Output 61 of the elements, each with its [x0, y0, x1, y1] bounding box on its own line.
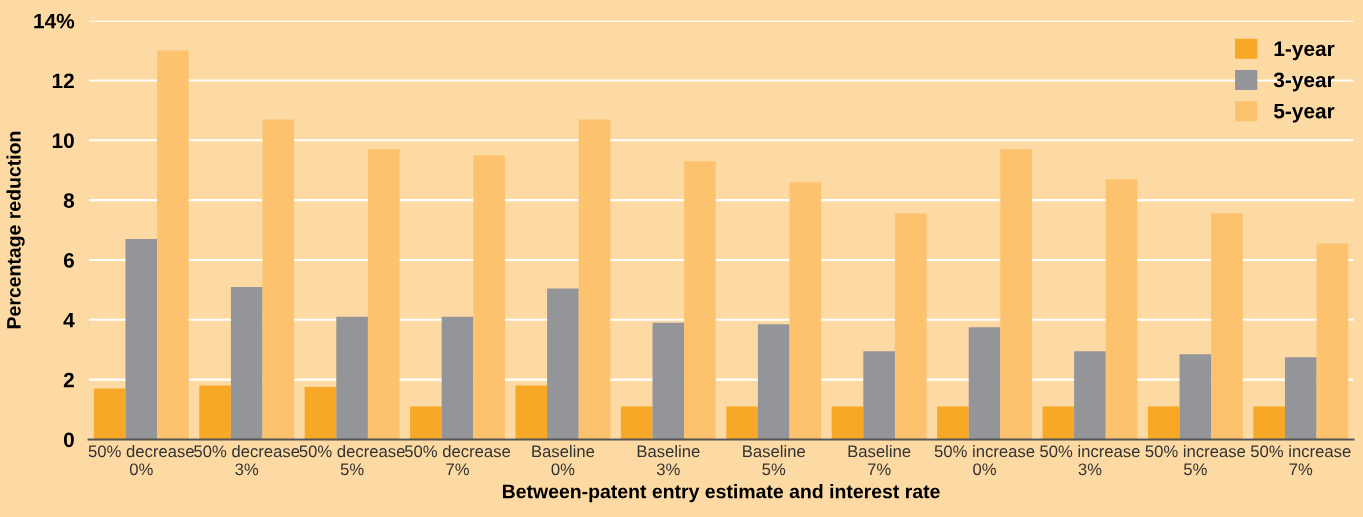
y-tick-label: 2: [63, 372, 74, 388]
bar: [1042, 406, 1075, 440]
x-tick-label: 50% decrease 3%: [194, 445, 300, 476]
bar: [831, 406, 864, 440]
x-tick-label: Baseline 0%: [532, 445, 595, 476]
bar: [1284, 357, 1317, 440]
x-tick-label: 50% decrease 5%: [299, 445, 405, 476]
bar: [863, 351, 895, 440]
bar: [157, 50, 189, 440]
bar: [1105, 179, 1138, 440]
bar: [789, 182, 822, 440]
bar: [262, 119, 295, 440]
bar: [1316, 243, 1349, 440]
bar: [336, 316, 368, 440]
x-tick-label: Baseline 5%: [743, 445, 805, 476]
x-tick-label: 50% decrease 7%: [404, 445, 511, 476]
bar: [652, 322, 685, 440]
y-axis-title: Percentage reduction: [6, 131, 25, 329]
y-tick-label: 6: [63, 252, 74, 268]
x-tick-label: 50% increase 5%: [1145, 445, 1246, 476]
bar: [547, 288, 579, 440]
bar: [441, 316, 474, 440]
y-tick-label: 4: [63, 313, 75, 328]
bar: [1147, 406, 1180, 440]
legend-label: 1-year: [1274, 41, 1335, 61]
bar: [1211, 213, 1243, 440]
bar: [578, 119, 611, 440]
y-tick-label: 12: [52, 73, 74, 89]
bar: [894, 213, 927, 440]
x-tick-label: 50% increase 3%: [1040, 445, 1140, 476]
x-tick-label: Baseline 3%: [637, 445, 700, 476]
bar: [230, 286, 263, 440]
bar: [1179, 354, 1212, 440]
bar: [1253, 406, 1285, 440]
bar: [620, 406, 653, 440]
bar: [1000, 149, 1032, 440]
bar: [726, 406, 758, 440]
bar: [93, 388, 126, 440]
x-tick-label: 50% increase 0%: [934, 445, 1035, 476]
x-tick-label: 50% decrease 0%: [88, 445, 194, 476]
y-tick-label: 10: [52, 133, 74, 149]
y-tick-label: 8: [63, 193, 75, 208]
legend-label: 3-year: [1273, 72, 1335, 92]
bar: [125, 239, 158, 440]
bar: [304, 387, 337, 440]
y-tick-label: 0: [63, 432, 74, 448]
x-tick-label: Baseline 7%: [848, 445, 911, 476]
bar: [757, 324, 790, 440]
bar: [515, 385, 548, 440]
bar: [199, 385, 231, 440]
bar: [410, 406, 442, 440]
bar: [937, 406, 969, 440]
bar: [968, 327, 1001, 440]
y-tick-label: 14%: [34, 13, 75, 29]
bar: [684, 161, 716, 440]
x-tick-label: 50% increase 7%: [1250, 445, 1351, 476]
legend-label: 5-year: [1273, 103, 1335, 123]
x-axis-title: Between-patent entry estimate and interest rate: [502, 484, 940, 503]
bar: [473, 155, 505, 440]
bar: [367, 149, 400, 440]
bar: [1074, 351, 1106, 440]
